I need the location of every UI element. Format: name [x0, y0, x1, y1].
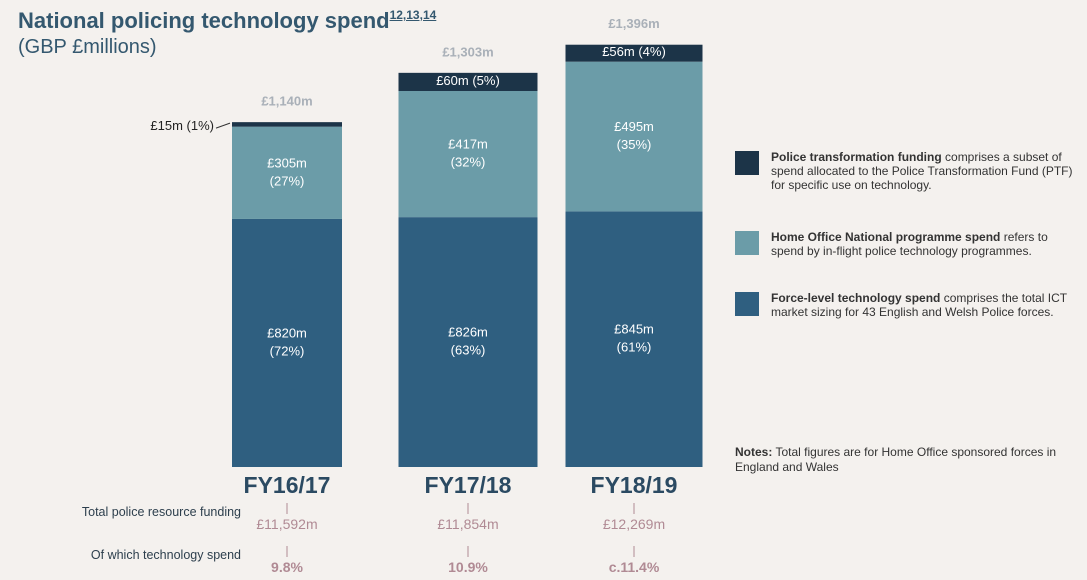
legend-text: Police transformation funding comprises …: [771, 150, 1075, 192]
value-label: £845m: [614, 322, 654, 337]
notes: Notes: Total figures are for Home Office…: [735, 445, 1080, 475]
share-label: (4%): [638, 45, 665, 60]
bar-segment: [398, 90, 538, 218]
legend-description: comprises the total ICT market sizing fo…: [771, 291, 1067, 319]
bar-segment: [398, 217, 538, 467]
footer-value: £11,592m: [256, 516, 318, 532]
legend-text: Force-level technology spend comprises t…: [771, 291, 1075, 319]
value-label: £60m: [436, 73, 469, 88]
legend-description: refers to spend by in-flight police tech…: [771, 230, 1048, 258]
bar-segment: [232, 126, 342, 219]
legend-swatch: [735, 231, 759, 255]
legend-item: Force-level technology spend comprises t…: [735, 291, 1075, 319]
share-label: (63%): [451, 343, 486, 358]
legend-description: comprises a subset of spend allocated to…: [771, 150, 1073, 192]
share-label: (61%): [617, 340, 652, 355]
footer-value: 9.8%: [271, 559, 303, 575]
value-label: £495m: [614, 119, 654, 134]
legend-swatch: [735, 151, 759, 175]
share-label: (72%): [270, 343, 305, 358]
footer-value: £12,269m: [602, 516, 666, 532]
share-label: (27%): [270, 173, 305, 188]
legend-item: Police transformation funding comprises …: [735, 150, 1075, 192]
notes-text: Total figures are for Home Office sponso…: [735, 445, 1057, 474]
footer-row-label: Of which technology spend: [90, 548, 241, 562]
x-tick-label: FY16/17: [244, 472, 331, 498]
legend-name: Police transformation funding: [771, 150, 942, 164]
footer-value: 10.9%: [448, 559, 488, 575]
value-label: £15m: [150, 119, 183, 134]
total-label: £1,140m: [261, 94, 312, 109]
footer-row-label: Total police resource funding: [81, 505, 241, 519]
share-label: (5%): [472, 73, 499, 88]
total-label: £1,396m: [608, 16, 659, 31]
footer-value: c.11.4%: [608, 559, 660, 575]
leader-line: [215, 122, 231, 129]
bar-segment: [565, 44, 703, 62]
x-tick-label: FY17/18: [425, 472, 512, 498]
footer-value: £11,854m: [437, 516, 499, 532]
value-label: £820m: [267, 325, 307, 340]
bar-segment: [565, 61, 703, 212]
bar-segment: [565, 211, 703, 467]
data-label: £15m (1%): [150, 119, 214, 134]
legend-name: Home Office National programme spend: [771, 230, 1001, 244]
legend-swatch: [735, 292, 759, 316]
share-label: (1%): [187, 119, 214, 134]
title-refs: 12,13,14: [389, 8, 437, 22]
legend-item: Home Office National programme spend ref…: [735, 230, 1075, 258]
legend-name: Force-level technology spend: [771, 291, 941, 305]
chart-subtitle: (GBP £millions): [18, 36, 157, 58]
total-label: £1,303m: [442, 44, 493, 59]
value-label: £417m: [448, 137, 488, 152]
data-label: £56m (4%): [602, 45, 666, 60]
share-label: (35%): [617, 137, 652, 152]
legend-text: Home Office National programme spend ref…: [771, 230, 1075, 258]
bar-segment: [398, 72, 538, 91]
value-label: £305m: [267, 155, 307, 170]
bar-segment: [232, 218, 342, 467]
share-label: (32%): [451, 155, 486, 170]
chart-title: National policing technology spend12,13,…: [18, 8, 436, 34]
x-tick-label: FY18/19: [591, 472, 678, 498]
data-label: £60m (5%): [436, 73, 500, 88]
value-label: £56m: [602, 45, 635, 60]
notes-label: Notes:: [735, 445, 773, 459]
title-text: National policing technology spend: [18, 8, 390, 33]
value-label: £826m: [448, 325, 488, 340]
bar-segment: [232, 122, 342, 127]
